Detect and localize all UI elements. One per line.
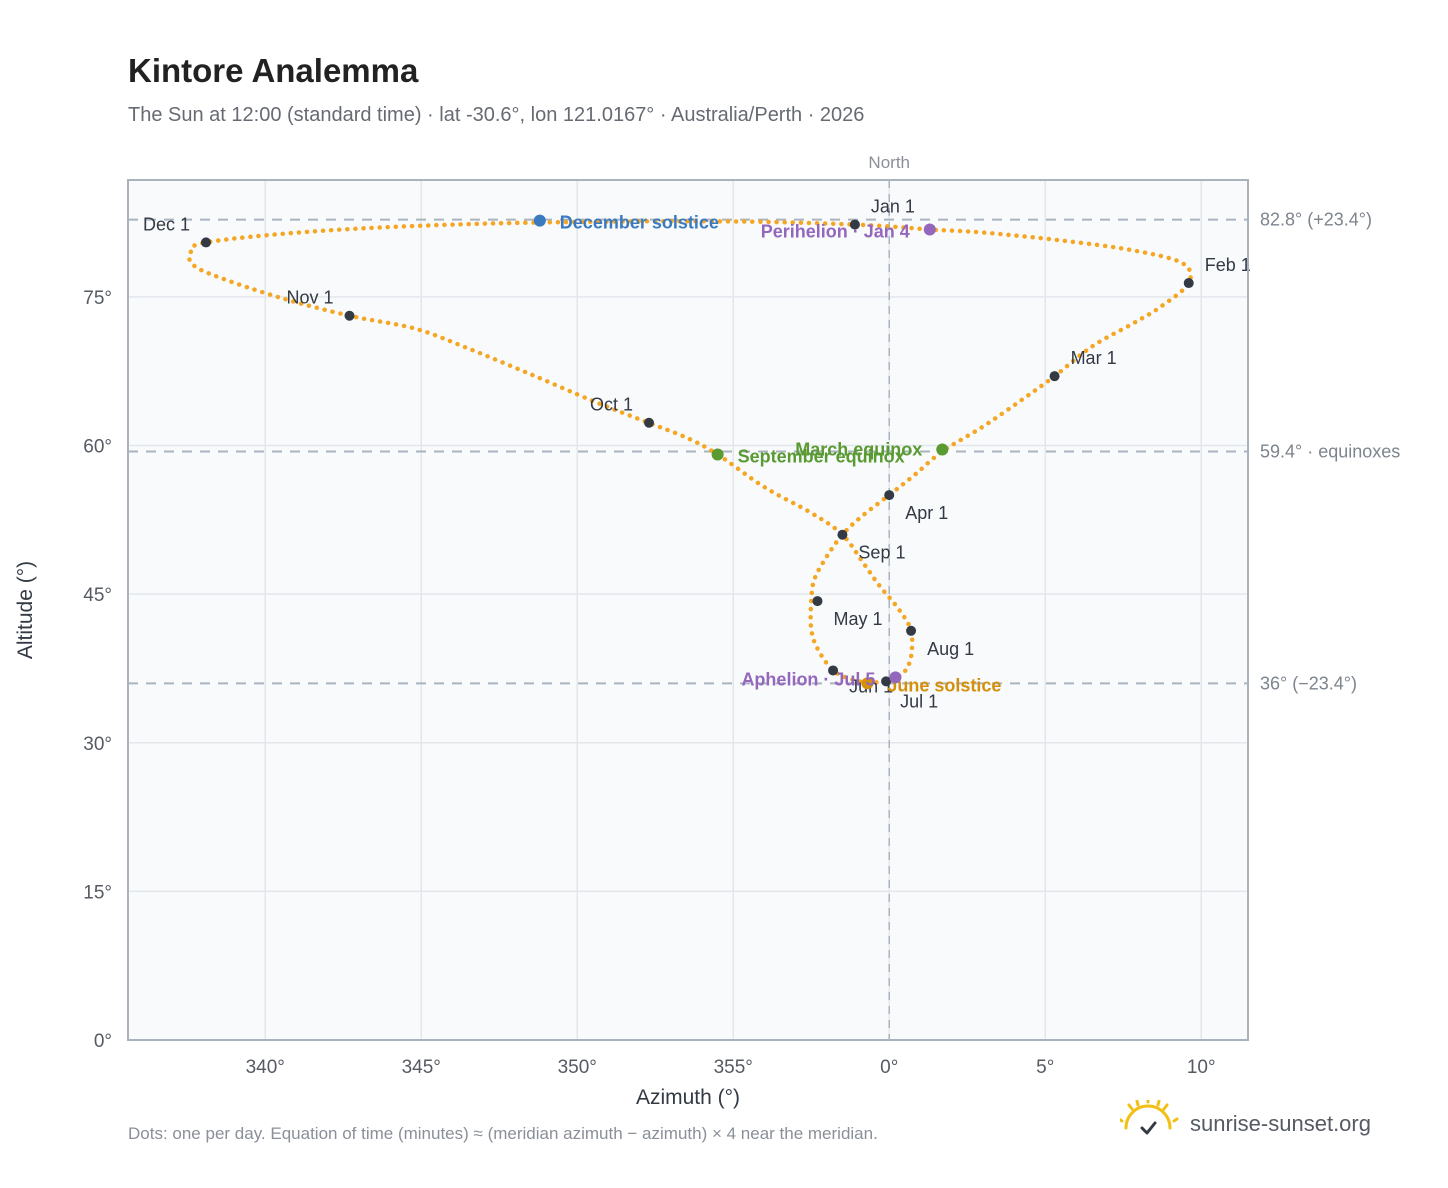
- event-label: Aphelion · Jul 5: [741, 669, 875, 689]
- event-label: December solstice: [560, 213, 719, 233]
- month-marker: [1183, 278, 1194, 289]
- x-tick-label: 345°: [402, 1057, 441, 1078]
- x-axis-label: Azimuth (°): [636, 1086, 740, 1109]
- footnote: Dots: one per day. Equation of time (min…: [128, 1124, 878, 1143]
- event-label: March equinox: [795, 439, 922, 459]
- north-meridian: North: [868, 153, 910, 1040]
- plot-frame: [127, 179, 1249, 1041]
- month-marker: [200, 237, 211, 248]
- x-tick-label: 0°: [880, 1057, 898, 1078]
- month-marker: [881, 676, 892, 687]
- month-label: Apr 1: [905, 503, 948, 523]
- event-label: Perihelion · Jan 4: [761, 222, 910, 242]
- x-tick-label: 340°: [246, 1057, 285, 1078]
- month-label: Mar 1: [1071, 348, 1117, 368]
- month-label: May 1: [833, 609, 882, 629]
- month-marker: [1049, 371, 1060, 382]
- y-tick-label: 75°: [83, 288, 112, 309]
- event-marker: [711, 448, 724, 461]
- month-marker: [828, 665, 839, 676]
- chart-subtitle: The Sun at 12:00 (standard time) · lat -…: [128, 104, 865, 126]
- month-label: Dec 1: [143, 214, 190, 234]
- x-tick-label: 5°: [1036, 1057, 1054, 1078]
- month-marker: [849, 219, 860, 230]
- month-marker: [884, 490, 895, 501]
- month-marker: [812, 596, 823, 607]
- event-marker: [889, 671, 902, 684]
- event-label: September equinox: [738, 446, 905, 466]
- y-tick-label: 60°: [83, 437, 112, 458]
- reference-line-label: 59.4° · equinoxes: [1260, 441, 1400, 461]
- event-label: June solstice: [887, 675, 1001, 695]
- month-label: Nov 1: [286, 288, 333, 308]
- y-tick-label: 30°: [83, 734, 112, 755]
- month-marker: [837, 529, 848, 540]
- brand-name: sunrise-sunset.org: [1190, 1111, 1371, 1136]
- chart-title: Kintore Analemma: [128, 52, 419, 89]
- x-tick-label: 355°: [714, 1057, 753, 1078]
- y-tick-label: 0°: [94, 1031, 112, 1052]
- month-marker: [644, 417, 655, 428]
- event-markers: December solstice Perihelion · Jan 4 March…: [533, 213, 1001, 695]
- x-tick-label: 350°: [558, 1057, 597, 1078]
- x-axis-ticks: 340° 345° 350° 355° 0° 5° 10°: [246, 1057, 1216, 1078]
- y-axis-ticks: 0° 15° 30° 45° 60° 75°: [83, 288, 112, 1052]
- y-tick-label: 45°: [83, 585, 112, 606]
- event-marker: [861, 677, 874, 690]
- month-marker: [906, 625, 917, 636]
- north-label: North: [868, 153, 910, 172]
- reference-line-label: 36° (−23.4°): [1260, 673, 1357, 693]
- reference-line-label: 82.8° (+23.4°): [1260, 210, 1372, 230]
- daily-sun-positions: [186, 218, 1194, 685]
- x-tick-label: 10°: [1187, 1057, 1216, 1078]
- plot-area: [128, 180, 1248, 1040]
- analemma-curve: [186, 218, 1194, 685]
- month-label: Sep 1: [858, 543, 905, 563]
- event-marker: [923, 223, 936, 236]
- sun-check-icon: [1117, 1097, 1179, 1135]
- y-tick-label: 15°: [83, 882, 112, 903]
- y-axis-label: Altitude (°): [14, 561, 37, 659]
- month-label: Jan 1: [871, 197, 915, 217]
- brand-logo[interactable]: sunrise-sunset.org: [1117, 1097, 1400, 1150]
- month-label: Aug 1: [927, 639, 974, 659]
- event-marker: [936, 443, 949, 456]
- month-label: Oct 1: [590, 395, 633, 415]
- event-marker: [533, 214, 546, 227]
- month-marker: [344, 310, 355, 321]
- month-label: Feb 1: [1205, 255, 1251, 275]
- month-label: Jul 1: [900, 691, 938, 711]
